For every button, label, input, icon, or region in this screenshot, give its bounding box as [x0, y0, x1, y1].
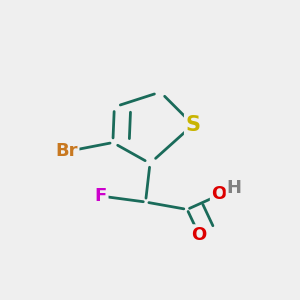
- Text: H: H: [226, 179, 242, 197]
- Text: O: O: [191, 226, 207, 244]
- Text: O: O: [211, 185, 226, 203]
- Text: Br: Br: [56, 142, 78, 160]
- Text: S: S: [186, 115, 201, 135]
- Text: F: F: [95, 187, 107, 205]
